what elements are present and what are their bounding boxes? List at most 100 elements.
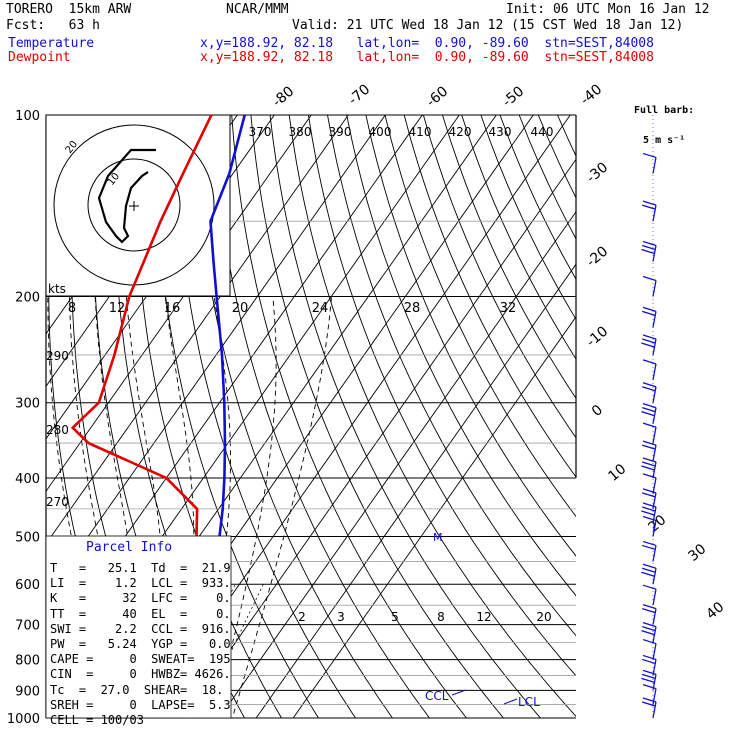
wind-barb-flag: [642, 444, 656, 450]
init-time: Init: 06 UTC Mon 16 Jan 12: [506, 2, 710, 17]
forecast-hour: Fcst: 63 h: [6, 18, 100, 33]
speed-scale-label: 16: [164, 301, 181, 316]
pressure-tick-label: 500: [15, 530, 40, 545]
wind-barb: [652, 363, 657, 381]
speed-scale-label: 32: [500, 301, 517, 316]
pressure-tick-label: 400: [15, 472, 40, 487]
wind-barb-flag: [642, 422, 657, 428]
parcel-info-row: CELL = 100/03: [50, 713, 144, 727]
wind-barb: [652, 701, 657, 719]
wind-barb-flag: [642, 382, 657, 388]
wind-barb-flag: [641, 411, 655, 417]
mixing-ratio-label: 20: [536, 610, 551, 624]
barb-legend: Full barb: 5 m s⁻¹: [634, 86, 694, 156]
wind-barb-flag: [641, 677, 655, 684]
dry-adiabat: [288, 115, 576, 718]
hodograph-kts-label: kts: [48, 282, 66, 296]
pressure-tick-label: 700: [15, 619, 40, 634]
pressure-tick-label: 300: [15, 397, 40, 412]
pressure-tick-label: 1000: [7, 712, 40, 727]
parcel-info-row: SREH = 0 LAPSE= 5.3: [50, 697, 231, 712]
parcel-info-row: CAPE = 0 SWEAT= 195: [50, 652, 231, 667]
wind-barb: [652, 426, 657, 444]
wind-barb: [652, 520, 657, 537]
wind-barb: [652, 338, 657, 356]
wind-barb-flag: [642, 540, 657, 547]
parcel-info-row: T = 25.1 Td = 21.9: [50, 561, 231, 575]
speed-scale-label: 20: [232, 301, 249, 316]
theta-e-label: 290: [46, 349, 69, 363]
parcel-info-row: Tc = 27.0 SHEAR= 18.: [50, 682, 224, 697]
dry-adiabat: [231, 115, 468, 718]
wind-barb: [652, 461, 657, 479]
wind-barb-flag: [642, 669, 657, 676]
org-name: NCAR/MMM: [226, 2, 289, 17]
parcel-info-row: TT = 40 EL = 0.: [50, 606, 231, 621]
wind-barb-flag: [642, 152, 657, 159]
mixing-ratio-label: 2: [298, 610, 306, 624]
wind-barb: [652, 626, 657, 643]
lcl-label: LCL: [518, 695, 540, 709]
wind-barb-flag: [642, 204, 656, 210]
wind-barb: [652, 477, 657, 495]
speed-scale-label: 24: [312, 301, 329, 316]
barb-legend-line1: Full barb:: [634, 105, 695, 116]
wind-barb: [652, 545, 657, 562]
lcl-marker: [503, 698, 518, 705]
wind-barb-flag: [642, 563, 657, 569]
pressure-tick-label: 600: [15, 578, 40, 593]
wind-barb: [652, 608, 657, 625]
wind-barb-flag: [642, 386, 656, 392]
wind-barb-flag: [641, 510, 655, 516]
dry-adiabat: [422, 115, 576, 439]
mixing-ratio-label: 3: [337, 610, 345, 624]
wind-barb: [652, 386, 657, 403]
wind-barb-flag: [642, 502, 657, 508]
wind-barb-flag: [642, 638, 657, 645]
isotherm: [218, 211, 576, 718]
isotherm: [46, 115, 312, 493]
wind-barb-flag: [642, 626, 656, 632]
dry-adiabat: [212, 115, 431, 718]
isotherm: [46, 115, 386, 598]
dry-adiabat: [154, 115, 320, 718]
wind-barb-flag: [642, 457, 657, 463]
mixing-ratio-label: 5: [391, 610, 399, 624]
dry-adiabat: [307, 115, 576, 677]
wind-barb-flag: [642, 622, 657, 628]
parcel-info-row: SWI = 2.2 CCL = 916.: [50, 621, 231, 636]
hodograph-ring: [87, 158, 181, 252]
dry-adiabat: [250, 115, 505, 718]
wind-barb-flag: [642, 658, 656, 665]
ccl-marker: [451, 689, 467, 696]
m-label: M: [433, 531, 443, 544]
ccl-label: CCL: [425, 689, 449, 703]
wind-barb-flag: [641, 571, 655, 577]
wind-barb-flag: [641, 630, 655, 636]
theta-label: 390: [329, 125, 352, 139]
moist-adiabat: [231, 296, 332, 718]
wind-barb-flag: [642, 359, 657, 365]
dry-adiabat: [346, 115, 576, 597]
pressure-tick-label: 100: [15, 109, 40, 124]
wind-barb-flag: [642, 310, 656, 316]
wind-barb-flag: [642, 506, 656, 512]
wind-barb-flag: [642, 338, 656, 344]
wind-barb-flag: [642, 200, 657, 206]
wind-barb-flag: [642, 440, 657, 446]
dry-adiabat: [403, 115, 576, 478]
dewpoint-legend: Dewpoint: [8, 50, 71, 65]
theta-label: 410: [409, 125, 432, 139]
wind-barb: [652, 659, 657, 676]
wind-barb-flag: [642, 334, 657, 340]
diagram-labels: CCL LCL M: [45, 531, 540, 719]
dry-adiabat: [365, 115, 576, 557]
pressure-tick-label: 200: [15, 291, 40, 306]
wind-barb-flag: [642, 461, 656, 467]
wind-barb-flag: [642, 492, 656, 498]
theta-e-label: 280: [46, 423, 69, 437]
theta-e-label: 270: [46, 495, 69, 509]
wind-barb-flag: [642, 488, 657, 494]
wind-barb-flag: [642, 603, 657, 610]
theta-label: 380: [289, 125, 312, 139]
